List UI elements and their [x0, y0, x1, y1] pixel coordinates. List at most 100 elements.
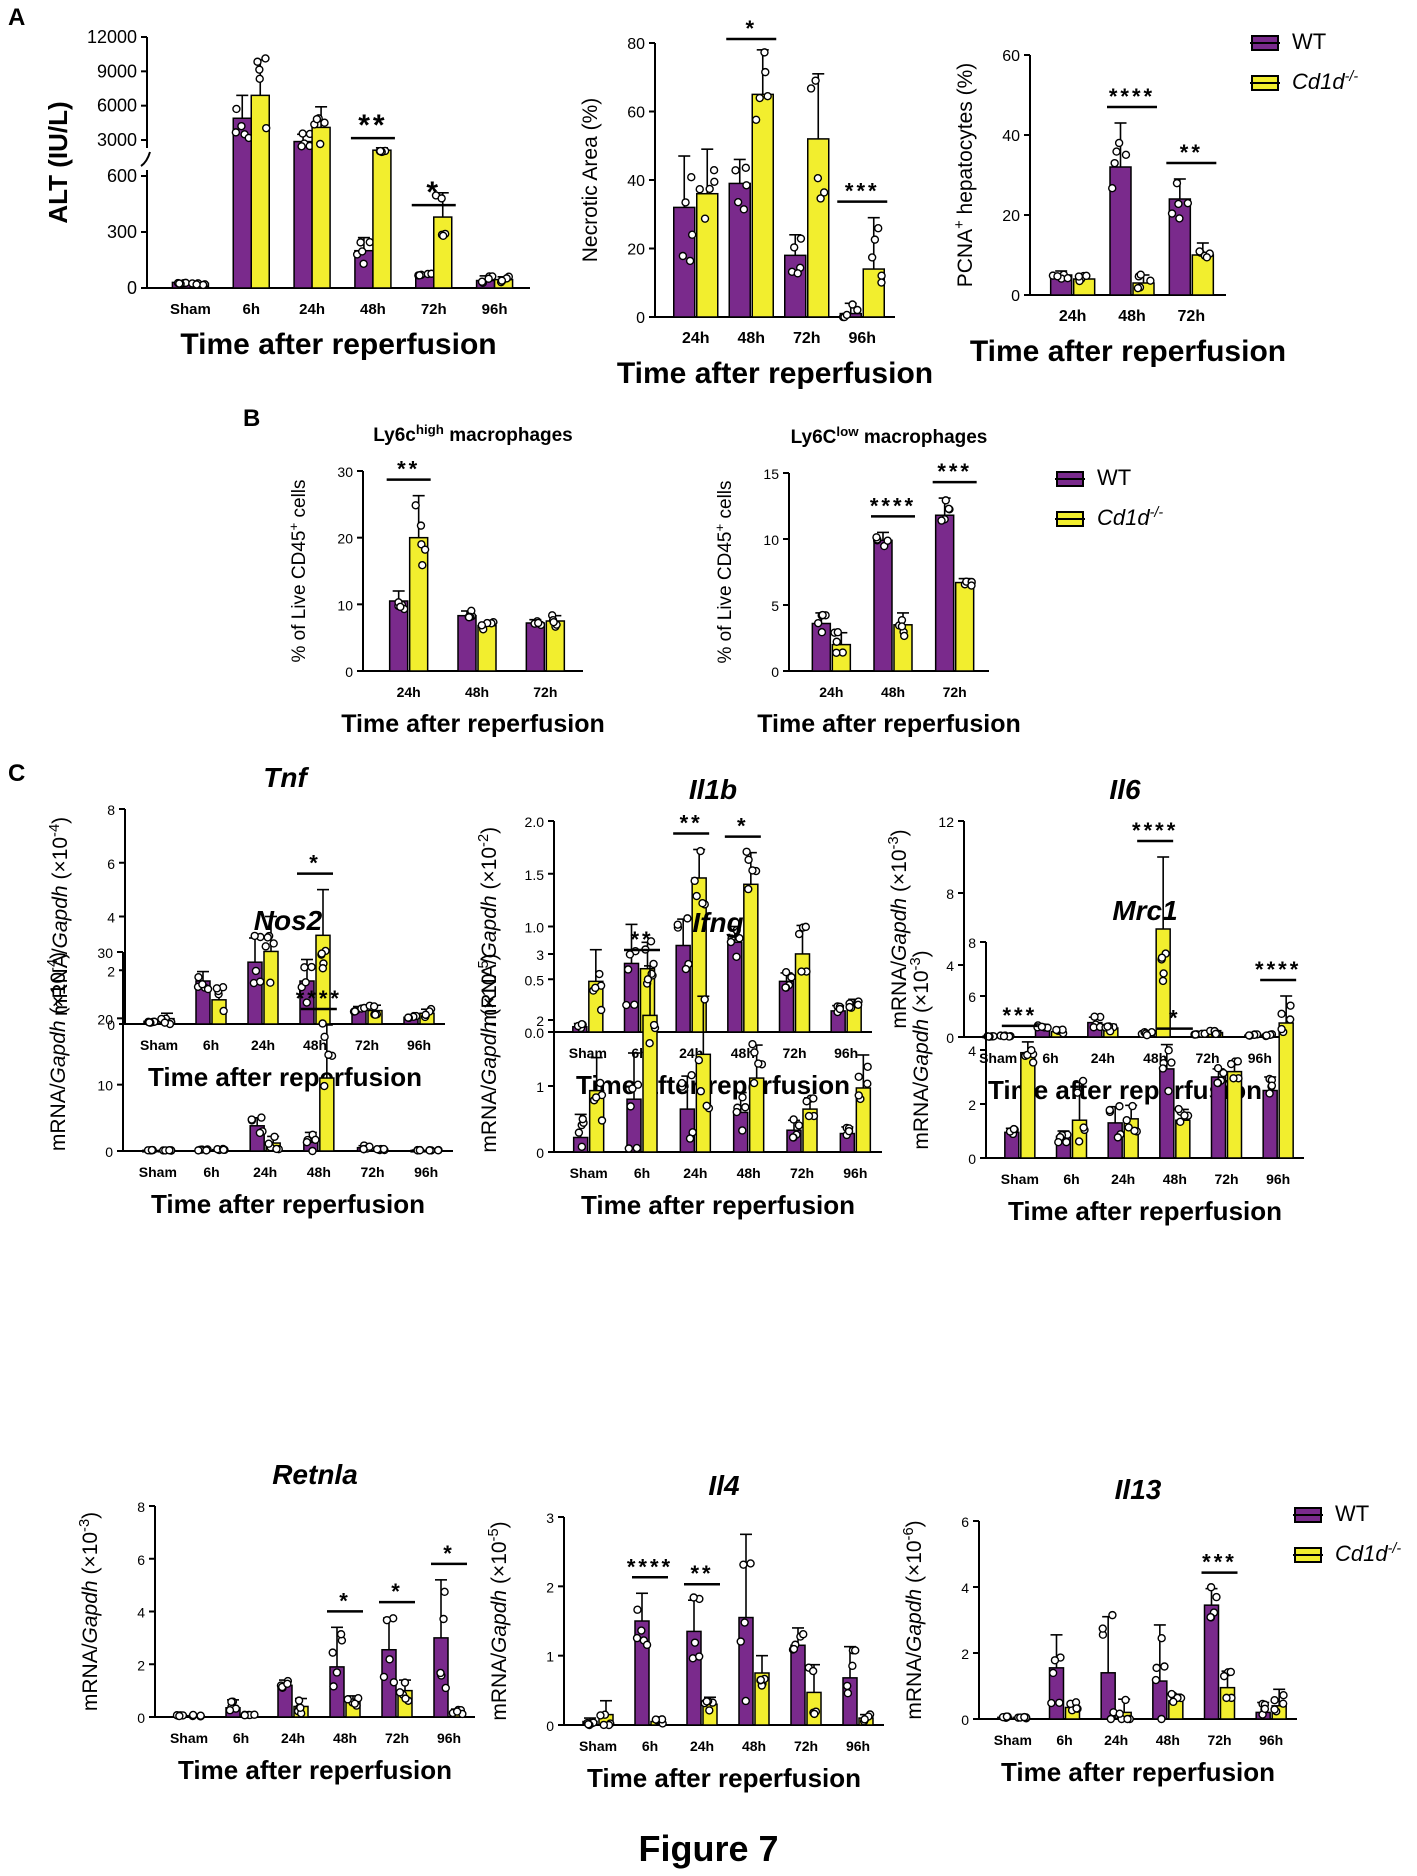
- significance-label: ***: [1002, 1003, 1037, 1028]
- y-tick-label: 6: [107, 856, 115, 872]
- x-tick-label: 48h: [333, 1730, 357, 1746]
- bar-ko-necrotic: [807, 138, 830, 318]
- data-point: [637, 1626, 646, 1635]
- data-point: [809, 1094, 818, 1103]
- y-tick-label: 60: [1002, 48, 1020, 65]
- data-point: [683, 914, 692, 923]
- data-point: [283, 1679, 292, 1688]
- y-axis-label: mRNA/Gapdh (×10-5): [486, 1521, 511, 1720]
- x-axis-label: Time after reperfusion: [970, 335, 1286, 368]
- data-point: [696, 846, 705, 856]
- bar-ko-mrc1: [1175, 1119, 1191, 1159]
- data-point: [702, 1101, 711, 1110]
- significance-label: ***: [937, 459, 972, 484]
- data-point: [350, 1699, 359, 1708]
- y-axis-label: mRNA/Gapdh (×10-4): [45, 952, 70, 1151]
- data-point: [232, 104, 241, 114]
- y-tick-label: 20: [97, 1011, 113, 1027]
- figure-caption: Figure 7: [638, 1828, 779, 1869]
- data-point: [298, 129, 307, 138]
- legend-panel-b: WT Cd1d-/-: [1055, 465, 1163, 530]
- x-axis-label: Time after reperfusion: [1001, 1757, 1275, 1787]
- data-point: [705, 184, 714, 194]
- x-axis-label: Time after reperfusion: [581, 1190, 855, 1220]
- data-point: [261, 54, 270, 63]
- data-point: [843, 1689, 853, 1698]
- data-point: [735, 934, 744, 943]
- chart-retnla: 0 2 4 6 8 Sham 6h 24h 48h 72h 96h * * * Time after rep…: [77, 1459, 475, 1785]
- data-point: [262, 123, 271, 133]
- data-point: [1286, 1001, 1295, 1010]
- data-point: [250, 931, 259, 941]
- data-point: [695, 185, 704, 194]
- data-point: [255, 65, 264, 74]
- data-point: [318, 964, 328, 973]
- significance-label: *: [737, 814, 749, 839]
- data-point: [1157, 1714, 1166, 1724]
- data-point: [899, 631, 909, 641]
- data-point: [272, 1144, 281, 1154]
- y-tick-label: 80: [627, 36, 645, 53]
- data-point: [203, 984, 213, 994]
- data-point: [418, 561, 427, 570]
- data-point: [1183, 198, 1193, 208]
- bar-wt-alt: [232, 117, 252, 289]
- x-tick-label: 96h: [843, 1165, 867, 1181]
- legend-label-ko: Cd1d-/-: [1292, 69, 1358, 94]
- data-point: [853, 305, 862, 315]
- data-point: [266, 978, 275, 987]
- bar-wt-il13: [1203, 1604, 1220, 1720]
- x-tick-label: 72h: [385, 1730, 409, 1746]
- data-point: [297, 142, 306, 151]
- legend-label-wt: WT: [1097, 465, 1131, 490]
- x-axis-label: Time after reperfusion: [341, 710, 605, 738]
- data-point: [733, 197, 743, 207]
- x-tick-label: 72h: [355, 1037, 379, 1053]
- data-point: [574, 1128, 584, 1137]
- x-tick-label: 6h: [642, 1738, 658, 1754]
- significance-label: *: [426, 176, 441, 209]
- data-point: [194, 972, 203, 982]
- data-point: [944, 504, 953, 514]
- data-point: [1082, 271, 1091, 281]
- data-point: [877, 271, 886, 280]
- x-tick-label: 48h: [731, 1045, 755, 1061]
- data-point: [1164, 1046, 1173, 1055]
- y-tick-label: 600: [107, 166, 137, 186]
- data-point: [738, 1126, 747, 1135]
- data-point: [316, 139, 325, 149]
- y-tick-label: 2: [536, 1013, 544, 1029]
- x-tick-label: 48h: [307, 1164, 331, 1180]
- x-tick-label: 96h: [846, 1738, 870, 1754]
- data-point: [1108, 1610, 1117, 1620]
- legend-label-wt: WT: [1335, 1501, 1369, 1526]
- x-tick-label: 24h: [1111, 1171, 1135, 1187]
- x-tick-label: 6h: [203, 1164, 219, 1180]
- y-tick-label: 0: [107, 1017, 115, 1033]
- significance-label: ***: [1202, 1550, 1237, 1575]
- data-point: [359, 1144, 368, 1154]
- bar-ko-alt: [372, 149, 392, 289]
- data-point: [692, 891, 701, 901]
- bar-ko-tnf: [263, 950, 279, 1025]
- y-axis-label: mRNA/Gapdh (×10-3): [908, 950, 933, 1149]
- y-tick-label: 0: [105, 1144, 113, 1160]
- data-point: [416, 521, 426, 530]
- data-point: [175, 1711, 184, 1721]
- bar-ko-il1b: [743, 883, 759, 1033]
- data-point: [832, 648, 841, 657]
- data-point: [577, 1142, 587, 1151]
- x-tick-label: 96h: [437, 1730, 461, 1746]
- data-point: [371, 1010, 380, 1019]
- data-point: [1219, 1671, 1229, 1681]
- data-point: [696, 1087, 706, 1096]
- significance-label: *: [1169, 1006, 1181, 1031]
- data-point: [842, 310, 852, 320]
- data-point: [439, 1614, 448, 1624]
- bar-ko-mrc1: [1278, 1022, 1294, 1159]
- data-point: [400, 1678, 410, 1687]
- x-tick-label: Sham: [1001, 1171, 1039, 1187]
- data-point: [1136, 270, 1145, 279]
- data-point: [741, 1696, 750, 1706]
- data-point: [196, 1711, 205, 1720]
